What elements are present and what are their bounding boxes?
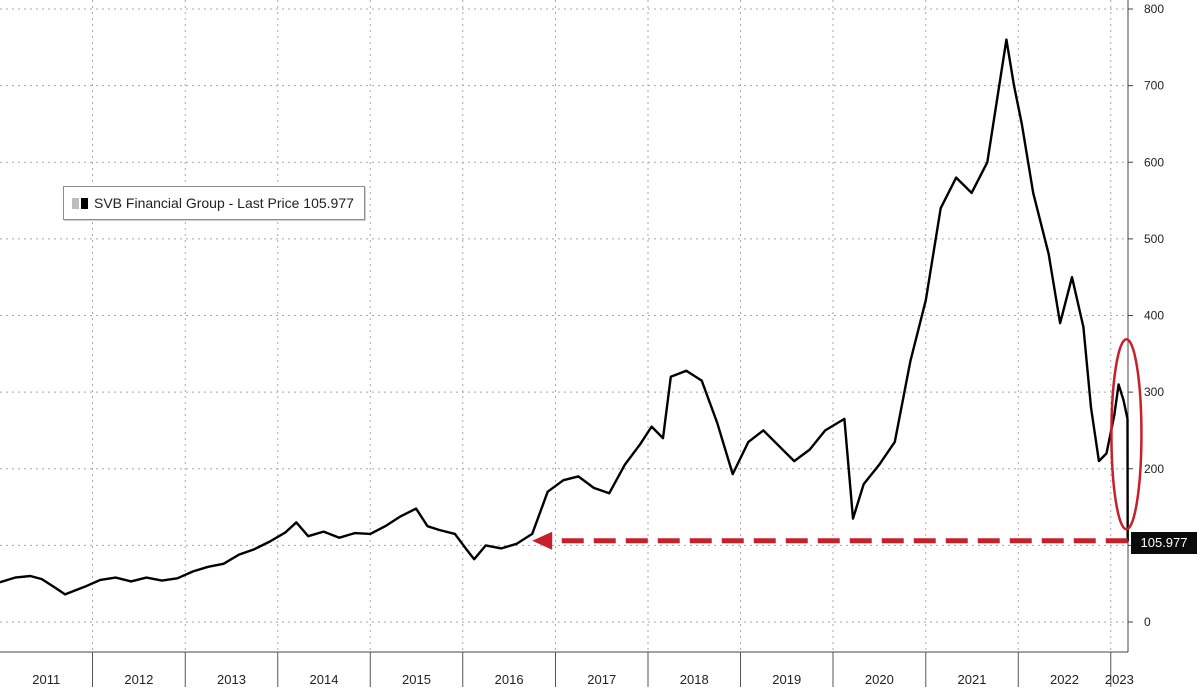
series-layer — [0, 38, 1129, 596]
highlight-ellipse — [1110, 338, 1143, 531]
x-tick-label: 2018 — [680, 672, 709, 687]
legend-swatch-black — [81, 197, 88, 209]
legend-label: SVB Financial Group - Last Price 105.977 — [94, 195, 354, 211]
x-tick-label: 2019 — [772, 672, 801, 687]
legend: SVB Financial Group - Last Price 105.977 — [63, 186, 365, 220]
axes: 0100200300400500600700800201120122013201… — [0, 0, 1164, 687]
x-tick-label: 2016 — [495, 672, 524, 687]
y-tick-label: 600 — [1144, 155, 1164, 169]
gridlines — [0, 0, 1128, 652]
y-tick-label: 400 — [1144, 309, 1164, 323]
annotations — [532, 338, 1143, 550]
y-tick-label: 500 — [1144, 232, 1164, 246]
last-price-badge: 105.977 — [1131, 532, 1197, 554]
x-tick-label: 2013 — [217, 672, 246, 687]
price-line — [0, 38, 1129, 596]
legend-swatch-grey — [72, 197, 79, 209]
x-tick-label: 2022 — [1050, 672, 1079, 687]
y-tick-label: 300 — [1144, 385, 1164, 399]
y-tick-label: 200 — [1144, 462, 1164, 476]
y-tick-label: 800 — [1144, 2, 1164, 16]
x-tick-label: 2020 — [865, 672, 894, 687]
arrow-head — [532, 531, 553, 550]
x-tick-label: 2021 — [958, 672, 987, 687]
x-tick-label: 2023 — [1105, 672, 1134, 687]
x-tick-label: 2015 — [402, 672, 431, 687]
x-tick-label: 2011 — [32, 672, 60, 687]
y-tick-label: 700 — [1144, 79, 1164, 93]
x-tick-label: 2012 — [124, 672, 153, 687]
y-tick-label: 0 — [1144, 615, 1151, 629]
x-tick-label: 2017 — [587, 672, 616, 687]
x-tick-label: 2014 — [310, 672, 339, 687]
